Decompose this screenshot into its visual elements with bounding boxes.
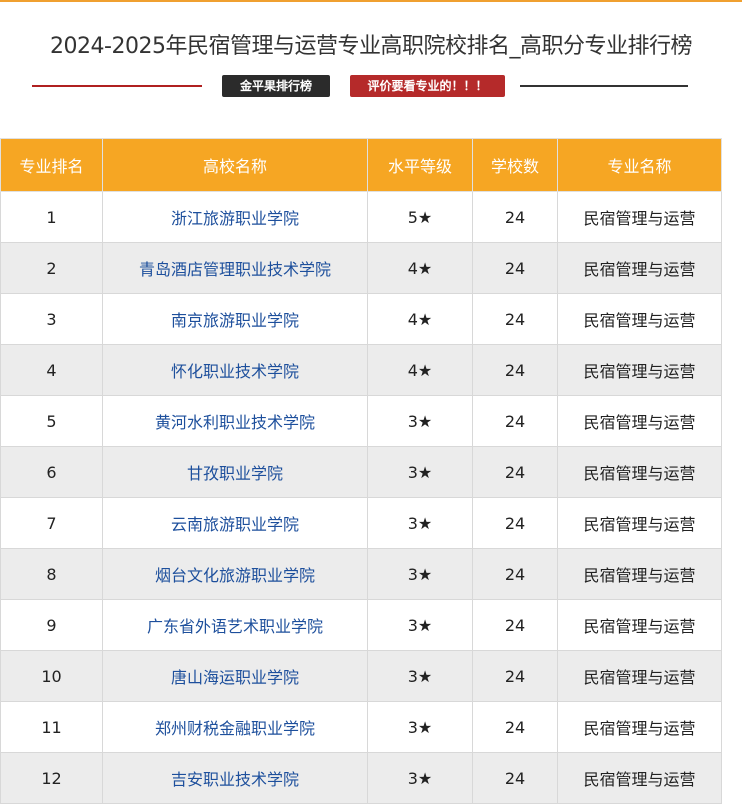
table-cell: 12 [0,752,103,804]
table-cell: 民宿管理与运营 [557,242,722,294]
table-cell: 24 [472,242,558,294]
table-cell: 3★ [367,599,473,651]
table-row: 8 烟台文化旅游职业学院 3★ 24 民宿管理与运营 [0,548,722,600]
badge: 评价要看专业的！！！ [350,75,505,97]
table-cell: 4★ [367,293,473,345]
table-cell: 民宿管理与运营 [557,293,722,345]
table-cell: 4 [0,344,103,396]
table-row: 12 吉安职业技术学院 3★ 24 民宿管理与运营 [0,752,722,804]
table-cell: 24 [472,344,558,396]
table-row: 10 唐山海运职业学院 3★ 24 民宿管理与运营 [0,650,722,702]
table-cell: 24 [472,548,558,600]
table-cell: 民宿管理与运营 [557,650,722,702]
school-name: 广东省外语艺术职业学院 [102,599,368,651]
table-cell: 3★ [367,650,473,702]
table-cell: 4★ [367,242,473,294]
table-cell: 7 [0,497,103,549]
table-cell: 民宿管理与运营 [557,548,722,600]
page-title: 2024-2025年民宿管理与运营专业高职院校排名_高职分专业排行榜 [50,34,692,59]
table-cell: 3★ [367,701,473,753]
table-cell: 9 [0,599,103,651]
table-cell: 24 [472,497,558,549]
table-row: 2 青岛酒店管理职业技术学院 4★ 24 民宿管理与运营 [0,242,722,294]
school-name: 浙江旅游职业学院 [102,191,368,243]
school-name: 南京旅游职业学院 [102,293,368,345]
table-cell: 3★ [367,752,473,804]
table-cell: 3★ [367,395,473,447]
table-row: 4 怀化职业技术学院 4★ 24 民宿管理与运营 [0,344,722,396]
school-name: 甘孜职业学院 [102,446,368,498]
table-row: 11 郑州财税金融职业学院 3★ 24 民宿管理与运营 [0,701,722,753]
ranking-table: 专业排名 高校名称 水平等级 学校数 专业名称 1 浙江旅游职业学院 5★ 24 民宿管理与运营… [0,138,722,804]
table-row: 5 黄河水利职业技术学院 3★ 24 民宿管理与运营 [0,395,722,447]
table-cell: 民宿管理与运营 [557,752,722,804]
table-cell: 10 [0,650,103,702]
column-header: 水平等级 [367,138,473,192]
table-row: 6 甘孜职业学院 3★ 24 民宿管理与运营 [0,446,722,498]
school-name: 黄河水利职业技术学院 [102,395,368,447]
column-header: 学校数 [472,138,558,192]
table-cell: 3★ [367,446,473,498]
table-cell: 11 [0,701,103,753]
table-cell: 24 [472,752,558,804]
school-name: 怀化职业技术学院 [102,344,368,396]
table-cell: 4★ [367,344,473,396]
column-header: 专业名称 [557,138,722,192]
column-header: 高校名称 [102,138,368,192]
school-name: 青岛酒店管理职业技术学院 [102,242,368,294]
table-row: 9 广东省外语艺术职业学院 3★ 24 民宿管理与运营 [0,599,722,651]
table-cell: 24 [472,650,558,702]
table-cell: 民宿管理与运营 [557,191,722,243]
school-name: 吉安职业技术学院 [102,752,368,804]
top-line [0,0,742,2]
header-row: 专业排名 高校名称 水平等级 学校数 专业名称 [0,138,722,192]
table-cell: 3★ [367,497,473,549]
table-cell: 2 [0,242,103,294]
table-cell: 5★ [367,191,473,243]
school-name: 烟台文化旅游职业学院 [102,548,368,600]
table-cell: 6 [0,446,103,498]
table-cell: 24 [472,191,558,243]
table-cell: 3 [0,293,103,345]
table-cell: 民宿管理与运营 [557,395,722,447]
decor-line [32,85,202,87]
table-cell: 民宿管理与运营 [557,701,722,753]
table-row: 3 南京旅游职业学院 4★ 24 民宿管理与运营 [0,293,722,345]
decor-line [520,85,688,87]
column-header: 专业排名 [0,138,103,192]
school-name: 唐山海运职业学院 [102,650,368,702]
table-cell: 5 [0,395,103,447]
table-cell: 1 [0,191,103,243]
table-cell: 民宿管理与运营 [557,446,722,498]
table-cell: 民宿管理与运营 [557,599,722,651]
table-cell: 24 [472,293,558,345]
table-cell: 3★ [367,548,473,600]
table-cell: 24 [472,599,558,651]
table-cell: 24 [472,446,558,498]
table-row: 7 云南旅游职业学院 3★ 24 民宿管理与运营 [0,497,722,549]
table-row: 1 浙江旅游职业学院 5★ 24 民宿管理与运营 [0,191,722,243]
table-cell: 民宿管理与运营 [557,344,722,396]
school-name: 云南旅游职业学院 [102,497,368,549]
table-cell: 24 [472,701,558,753]
badge: 金平果排行榜 [222,75,330,97]
school-name: 郑州财税金融职业学院 [102,701,368,753]
table-cell: 民宿管理与运营 [557,497,722,549]
table-cell: 8 [0,548,103,600]
table-cell: 24 [472,395,558,447]
